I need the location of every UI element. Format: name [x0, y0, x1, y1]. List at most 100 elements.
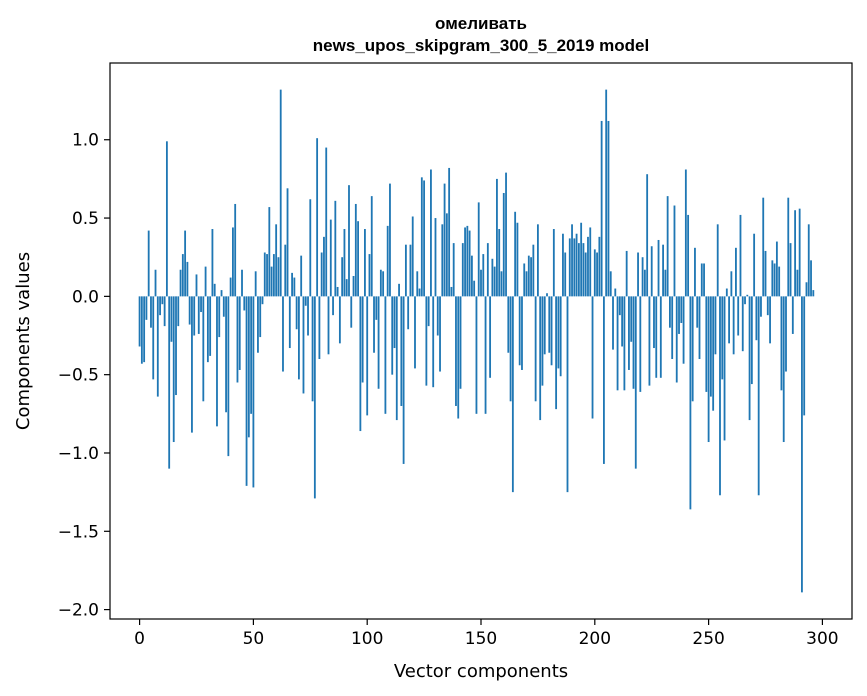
- bar-42: [234, 203, 237, 297]
- bar-200: [593, 249, 596, 297]
- bar-152: [484, 296, 487, 414]
- bar-96: [357, 221, 359, 297]
- bar-184: [557, 296, 560, 369]
- bar-231: [664, 269, 667, 297]
- bar-269: [750, 296, 753, 385]
- bar-77: [313, 296, 316, 499]
- bar-79: [318, 296, 321, 360]
- bar-168: [521, 296, 523, 370]
- bar-145: [468, 230, 471, 297]
- bar-39: [227, 296, 230, 457]
- bar-133: [441, 224, 444, 297]
- bar-87: [336, 286, 339, 297]
- bar-119: [409, 244, 412, 297]
- bar-64: [284, 244, 287, 297]
- bar-115: [400, 296, 403, 406]
- bar-153: [486, 243, 489, 297]
- bar-6: [152, 296, 155, 380]
- bar-46: [243, 296, 246, 311]
- bar-51: [254, 271, 257, 297]
- y-tick-label: −1.0: [58, 444, 99, 464]
- bar-37: [222, 296, 225, 317]
- bar-284: [785, 296, 787, 372]
- x-tick-label: 100: [351, 629, 383, 649]
- bar-104: [375, 296, 378, 320]
- bar-122: [416, 271, 419, 297]
- bar-34: [216, 296, 218, 427]
- bar-205: [605, 89, 608, 297]
- bar-217: [632, 296, 635, 389]
- bar-50: [252, 296, 255, 488]
- bar-4: [147, 230, 150, 297]
- bar-291: [801, 296, 803, 593]
- bar-3: [145, 296, 148, 320]
- bar-193: [577, 243, 580, 297]
- bar-148: [475, 296, 478, 414]
- bar-285: [787, 197, 790, 297]
- bar-256: [721, 296, 724, 380]
- bar-111: [391, 296, 394, 375]
- bar-62: [279, 89, 282, 297]
- bar-227: [655, 296, 658, 378]
- bar-211: [618, 296, 621, 316]
- bar-14: [170, 296, 173, 342]
- bar-238: [680, 296, 683, 323]
- x-tick-label: 50: [243, 629, 265, 649]
- bar-230: [662, 244, 664, 297]
- bar-245: [696, 296, 699, 328]
- bar-201: [596, 252, 598, 297]
- bar-31: [209, 296, 212, 356]
- bar-204: [603, 296, 605, 464]
- bar-24: [193, 296, 196, 336]
- bar-32: [211, 229, 214, 297]
- bar-59: [272, 254, 275, 297]
- y-tick-label: −0.5: [58, 366, 99, 386]
- bar-94: [352, 276, 355, 297]
- bar-222: [643, 269, 646, 297]
- bar-5: [150, 296, 152, 328]
- bar-117: [404, 244, 407, 297]
- x-tick-label: 250: [692, 629, 724, 649]
- bar-250: [707, 296, 710, 443]
- bar-214: [625, 250, 628, 297]
- bar-207: [609, 271, 612, 297]
- x-axis-label: Vector components: [394, 661, 568, 682]
- bar-258: [725, 288, 728, 297]
- bar-47: [245, 296, 248, 486]
- bar-78: [316, 138, 319, 297]
- bar-136: [448, 167, 451, 297]
- bar-45: [241, 269, 243, 297]
- bar-90: [343, 229, 346, 297]
- bar-229: [659, 296, 662, 378]
- bar-17: [177, 296, 180, 327]
- bar-107: [382, 271, 385, 297]
- bar-80: [320, 252, 323, 297]
- bar-166: [516, 222, 519, 297]
- bar-76: [311, 296, 314, 402]
- bar-70: [298, 296, 300, 380]
- bar-105: [377, 296, 380, 389]
- bar-25: [195, 274, 198, 297]
- bar-144: [466, 225, 469, 297]
- bar-75: [309, 199, 312, 297]
- bar-293: [805, 282, 808, 297]
- bar-23: [191, 296, 193, 433]
- bar-102: [370, 196, 373, 297]
- bar-89: [341, 257, 344, 297]
- bar-246: [698, 296, 701, 360]
- bar-86: [334, 200, 337, 297]
- bar-82: [325, 147, 328, 297]
- bar-106: [379, 269, 382, 297]
- bar-127: [427, 296, 430, 327]
- bar-40: [229, 277, 232, 297]
- bar-266: [744, 296, 746, 305]
- bar-292: [803, 296, 806, 416]
- bar-84: [329, 219, 332, 297]
- y-axis-ticks: −2.0 −1.5 −1.0 −0.5 0.0 0.5 1.0: [58, 131, 110, 621]
- bar-27: [200, 296, 202, 313]
- bar-55: [263, 252, 266, 297]
- bar-139: [455, 296, 457, 406]
- bar-15: [172, 296, 175, 443]
- bar-126: [425, 296, 428, 386]
- bar-270: [753, 233, 756, 297]
